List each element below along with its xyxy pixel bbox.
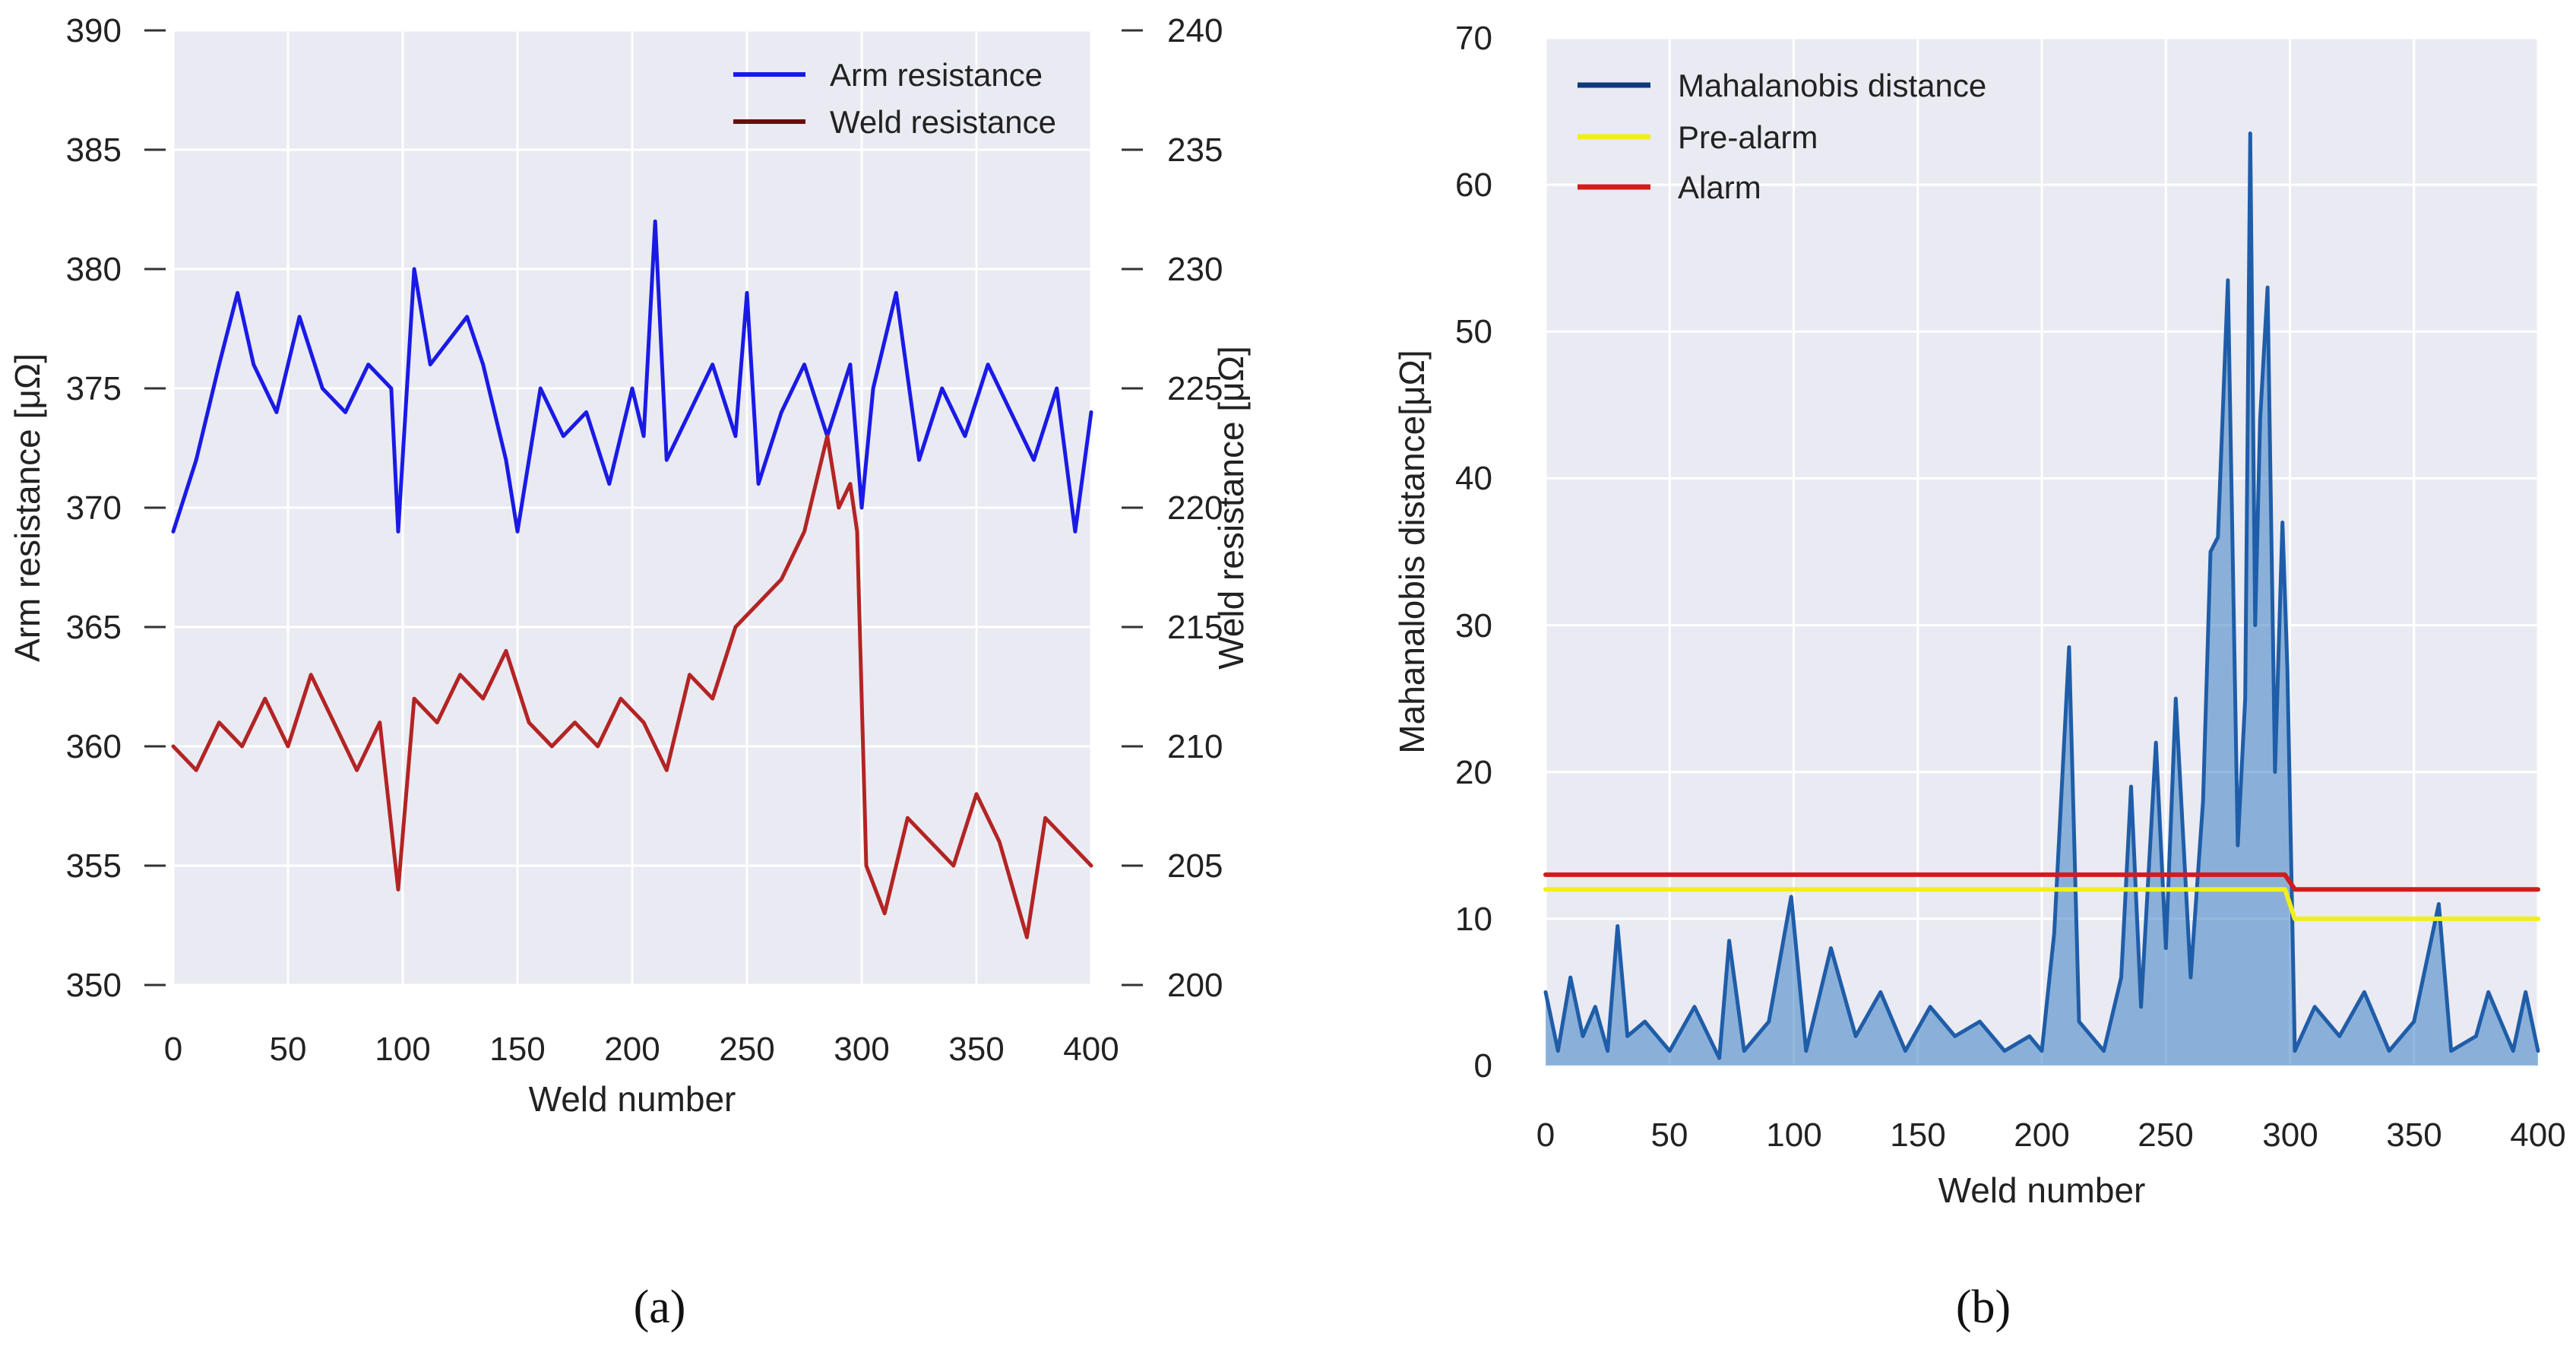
b-xtick-400: 400 xyxy=(2510,1116,2565,1154)
b-ytick-0: 0 xyxy=(1474,1047,1492,1085)
a-legend-label-arm: Arm resistance xyxy=(830,57,1043,93)
a-rtick-200: 200 xyxy=(1167,967,1223,1004)
panel-b-lines xyxy=(1543,131,2540,1066)
a-left-axis-title: Arm resistance [μΩ] xyxy=(8,353,47,662)
a-xtick-100: 100 xyxy=(375,1031,430,1068)
b-xtick-250: 250 xyxy=(2138,1116,2193,1154)
b-xtick-0: 0 xyxy=(1536,1116,1555,1154)
a-rtick-220: 220 xyxy=(1167,489,1223,527)
a-ytick-375: 375 xyxy=(66,370,122,407)
a-xtick-0: 0 xyxy=(164,1031,182,1068)
b-xtick-200: 200 xyxy=(2014,1116,2069,1154)
a-x-axis-title: Weld number xyxy=(529,1079,736,1119)
a-xtick-200: 200 xyxy=(604,1031,660,1068)
a-ytick-350: 350 xyxy=(66,967,122,1004)
a-xtick-50: 50 xyxy=(270,1031,307,1068)
a-ytick-390: 390 xyxy=(66,12,122,49)
a-xtick-250: 250 xyxy=(719,1031,774,1068)
a-rtick-215: 215 xyxy=(1167,609,1223,646)
b-ytick-10: 10 xyxy=(1455,901,1492,938)
a-ytick-355: 355 xyxy=(66,847,122,885)
b-legend-label-prealarm: Pre-alarm xyxy=(1678,119,1818,155)
a-series-arm-resistance xyxy=(171,219,1093,534)
a-caption: (a) xyxy=(634,1281,686,1333)
b-ytick-70: 70 xyxy=(1455,20,1492,57)
b-series-mahalanobis-distance xyxy=(1543,131,2540,1060)
a-rtick-240: 240 xyxy=(1167,12,1223,49)
panel-a-lines xyxy=(171,219,1093,939)
b-ytick-50: 50 xyxy=(1455,313,1492,350)
a-rtick-210: 210 xyxy=(1167,728,1223,765)
a-ytick-380: 380 xyxy=(66,251,122,288)
b-y-axis-title: Mahanalobis distance[μΩ] xyxy=(1392,350,1432,753)
panel-b-x-ticks: 0 50 100 150 200 250 300 350 400 xyxy=(1536,1116,2566,1154)
a-xtick-150: 150 xyxy=(489,1031,545,1068)
a-ytick-360: 360 xyxy=(66,728,122,765)
b-xtick-100: 100 xyxy=(1766,1116,1821,1154)
a-ytick-385: 385 xyxy=(66,131,122,169)
panel-a: 350 355 360 365 370 375 380 385 390 200 … xyxy=(8,12,1251,1333)
a-xtick-350: 350 xyxy=(948,1031,1004,1068)
b-xtick-300: 300 xyxy=(2262,1116,2318,1154)
a-rtick-205: 205 xyxy=(1167,847,1223,885)
b-xtick-150: 150 xyxy=(1890,1116,1945,1154)
b-ytick-60: 60 xyxy=(1455,166,1492,204)
b-series-alarm xyxy=(1543,872,2540,892)
panel-b-y-ticks: 0 10 20 30 40 50 60 70 xyxy=(1455,20,1492,1085)
a-xtick-300: 300 xyxy=(834,1031,889,1068)
b-ytick-20: 20 xyxy=(1455,754,1492,791)
a-ytick-365: 365 xyxy=(66,609,122,646)
b-xtick-50: 50 xyxy=(1651,1116,1688,1154)
b-xtick-350: 350 xyxy=(2386,1116,2442,1154)
b-legend-label-mahalanobis: Mahalanobis distance xyxy=(1678,68,1986,103)
panel-a-left-tickmarks xyxy=(144,29,166,987)
b-legend-label-alarm: Alarm xyxy=(1678,169,1761,205)
panel-b: 0 10 20 30 40 50 60 70 0 50 100 150 200 … xyxy=(1392,20,2566,1333)
a-ytick-370: 370 xyxy=(66,489,122,527)
b-series-pre-alarm xyxy=(1543,887,2540,921)
a-rtick-235: 235 xyxy=(1167,131,1223,169)
panel-b-legend: Mahalanobis distance Pre-alarm Alarm xyxy=(1578,68,1986,205)
panel-a-right-ticks: 200 205 210 215 220 225 230 235 240 xyxy=(1167,12,1223,1004)
panel-a-x-ticks: 0 50 100 150 200 250 300 350 400 xyxy=(164,1031,1119,1068)
a-xtick-400: 400 xyxy=(1063,1031,1119,1068)
b-ytick-30: 30 xyxy=(1455,607,1492,644)
panel-a-right-tickmarks xyxy=(1122,29,1143,987)
panel-a-legend: Arm resistance Weld resistance xyxy=(733,57,1056,140)
a-rtick-225: 225 xyxy=(1167,370,1223,407)
b-ytick-40: 40 xyxy=(1455,460,1492,497)
a-series-weld-resistance xyxy=(171,434,1093,939)
b-x-axis-title: Weld number xyxy=(1938,1170,2146,1210)
panel-a-left-ticks: 350 355 360 365 370 375 380 385 390 xyxy=(66,12,122,1004)
a-right-axis-title: Weld resistance [μΩ] xyxy=(1211,346,1251,670)
a-rtick-230: 230 xyxy=(1167,251,1223,288)
b-caption: (b) xyxy=(1956,1281,2011,1333)
a-legend-label-weld: Weld resistance xyxy=(830,104,1056,140)
